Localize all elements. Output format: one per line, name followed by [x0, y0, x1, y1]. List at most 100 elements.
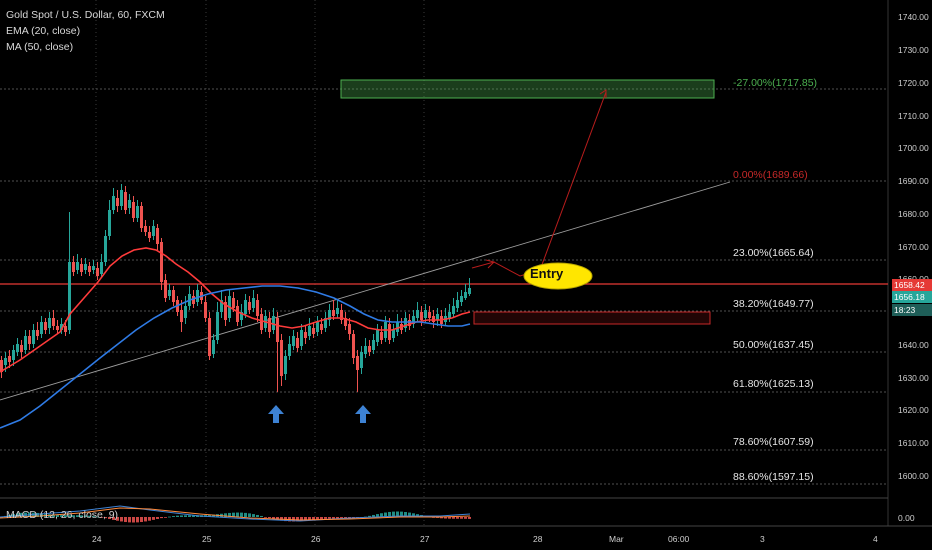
candle-body [60, 324, 63, 330]
macd-bar [188, 515, 191, 517]
macd-bar [340, 517, 343, 519]
candle-body [44, 322, 47, 330]
macd-bar [212, 514, 215, 517]
ma-legend: MA (50, close) [6, 41, 74, 53]
candle-body [272, 316, 275, 330]
macd-bar [320, 517, 323, 520]
candle-body [412, 316, 415, 324]
time-axis-label: 3 [760, 534, 765, 544]
macd-bar [124, 517, 127, 523]
macd-bar [144, 517, 147, 522]
candle-body [72, 262, 75, 272]
price-axis-label: 1720.00 [898, 78, 929, 88]
bid-price-tag: 1656.18 [892, 291, 932, 303]
time-axis-label: 4 [873, 534, 878, 544]
macd-bar [64, 515, 67, 517]
macd-bar [272, 517, 275, 520]
macd-bar [140, 517, 143, 523]
candle-body [24, 336, 27, 350]
time-axis-label: 24 [92, 534, 102, 544]
candle-body [16, 344, 19, 352]
candle-body [420, 312, 423, 320]
candle-body [240, 312, 243, 320]
macd-bar [128, 517, 131, 523]
candle-body [456, 300, 459, 308]
macd-bar [152, 517, 155, 520]
macd-bar [300, 517, 303, 522]
stop-zone [473, 311, 711, 325]
candle-body [232, 298, 235, 308]
candle-body [348, 324, 351, 334]
candle-body [180, 310, 183, 322]
macd-bar [372, 514, 375, 517]
candle-body [164, 280, 167, 298]
macd-axis-label: 0.00 [898, 513, 915, 523]
macd-bar [328, 517, 331, 519]
candle-body [84, 264, 87, 270]
macd-bar [248, 513, 251, 517]
candle-body [48, 318, 51, 328]
macd-signal-line [0, 507, 471, 521]
macd-bar [160, 517, 163, 519]
candle-body [204, 302, 207, 318]
macd-bar [256, 514, 259, 517]
macd-bar [336, 517, 339, 519]
macd-bar [136, 517, 139, 523]
candle-body [388, 324, 391, 340]
candle-body [268, 318, 271, 332]
candle-body [248, 302, 251, 310]
candle-body [364, 346, 367, 354]
candle-body [328, 310, 331, 320]
candle-body [252, 298, 255, 308]
macd-bar [108, 517, 111, 520]
macd-bar [464, 517, 467, 519]
candle-body [428, 312, 431, 318]
countdown-tag: 18:23 [892, 304, 932, 316]
candle-body [4, 358, 7, 365]
macd-bar [36, 512, 39, 517]
candle-body [20, 345, 23, 352]
projection-arrowhead [485, 259, 495, 269]
price-axis-label: 1610.00 [898, 438, 929, 448]
candle-body [212, 340, 215, 354]
macd-bar [268, 517, 271, 519]
candle-body [332, 310, 335, 316]
macd-bar [104, 517, 107, 519]
candle-body [436, 314, 439, 320]
macd-bar [96, 516, 99, 518]
last-price-tag: 1658.42 [892, 279, 932, 291]
fib-level-label: 23.00%(1665.64) [733, 247, 814, 259]
candle-body [244, 300, 247, 314]
macd-bar [132, 517, 135, 523]
candle-body [256, 300, 259, 316]
entry-label: Entry [530, 266, 564, 281]
candle-body [136, 206, 139, 218]
macd-bar [112, 517, 115, 520]
candle-body [12, 350, 15, 360]
macd-bar [68, 515, 71, 517]
macd-bar [384, 512, 387, 517]
ema-legend: EMA (20, close) [6, 25, 81, 37]
candle-body [88, 266, 91, 272]
macd-bar [52, 514, 55, 517]
macd-bar [208, 514, 211, 517]
macd-bar [412, 513, 415, 517]
candle-body [32, 330, 35, 344]
candle-body [404, 318, 407, 328]
macd-bar [312, 517, 315, 520]
macd-bar [164, 517, 167, 518]
macd-bar [240, 512, 243, 517]
candle-body [156, 228, 159, 244]
candle-body [376, 330, 379, 342]
macd-bar [316, 517, 319, 520]
price-axis-label: 1640.00 [898, 340, 929, 350]
macd-bar [292, 517, 295, 522]
time-axis-label: 27 [420, 534, 430, 544]
candle-body [260, 314, 263, 330]
candle-body [396, 322, 399, 332]
candle-body [284, 356, 287, 374]
macd-bar [452, 517, 455, 519]
macd-bar [92, 516, 95, 517]
macd-bar [388, 511, 391, 517]
